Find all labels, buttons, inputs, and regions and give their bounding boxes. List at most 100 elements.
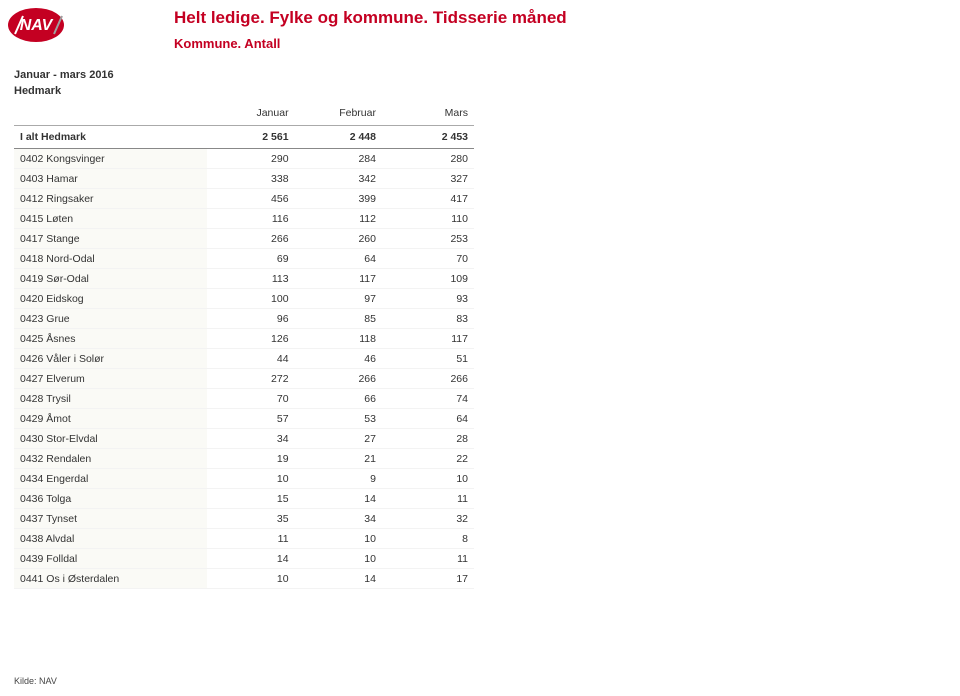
table-row: 0429 Åmot575364: [14, 409, 474, 429]
row-label: 0417 Stange: [14, 229, 207, 249]
cell-value: 118: [295, 329, 382, 349]
table-row: 0427 Elverum272266266: [14, 369, 474, 389]
svg-text:NAV: NAV: [20, 17, 54, 34]
cell-value: 112: [295, 209, 382, 229]
cell-value: 44: [207, 349, 294, 369]
source-label: Kilde: NAV: [14, 676, 57, 686]
cell-value: 34: [207, 429, 294, 449]
cell-value: 116: [207, 209, 294, 229]
table-row: 0439 Folldal141011: [14, 549, 474, 569]
cell-value: 117: [295, 269, 382, 289]
table-row: 0423 Grue968583: [14, 309, 474, 329]
row-label: 0427 Elverum: [14, 369, 207, 389]
summary-value: 2 453: [382, 126, 474, 149]
cell-value: 113: [207, 269, 294, 289]
cell-value: 342: [295, 169, 382, 189]
cell-value: 284: [295, 149, 382, 169]
row-label: 0438 Alvdal: [14, 529, 207, 549]
table-row: 0438 Alvdal11108: [14, 529, 474, 549]
cell-value: 21: [295, 449, 382, 469]
row-label: 0403 Hamar: [14, 169, 207, 189]
table-row: 0417 Stange266260253: [14, 229, 474, 249]
col-header: [14, 103, 207, 126]
cell-value: 272: [207, 369, 294, 389]
table-row: 0434 Engerdal10910: [14, 469, 474, 489]
cell-value: 53: [295, 409, 382, 429]
cell-value: 57: [207, 409, 294, 429]
row-label: 0441 Os i Østerdalen: [14, 569, 207, 589]
row-label: 0432 Rendalen: [14, 449, 207, 469]
cell-value: 22: [382, 449, 474, 469]
cell-value: 417: [382, 189, 474, 209]
cell-value: 456: [207, 189, 294, 209]
cell-value: 11: [382, 489, 474, 509]
cell-value: 66: [295, 389, 382, 409]
row-label: 0402 Kongsvinger: [14, 149, 207, 169]
table-header-row: JanuarFebruarMars: [14, 103, 474, 126]
table-row: 0432 Rendalen192122: [14, 449, 474, 469]
cell-value: 28: [382, 429, 474, 449]
cell-value: 27: [295, 429, 382, 449]
cell-value: 70: [382, 249, 474, 269]
table-row: 0403 Hamar338342327: [14, 169, 474, 189]
cell-value: 327: [382, 169, 474, 189]
cell-value: 109: [382, 269, 474, 289]
table-row: 0430 Stor-Elvdal342728: [14, 429, 474, 449]
cell-value: 34: [295, 509, 382, 529]
cell-value: 93: [382, 289, 474, 309]
cell-value: 10: [207, 469, 294, 489]
cell-value: 260: [295, 229, 382, 249]
cell-value: 51: [382, 349, 474, 369]
cell-value: 64: [295, 249, 382, 269]
period-label: Januar - mars 2016: [14, 69, 960, 81]
table-row: 0436 Tolga151411: [14, 489, 474, 509]
cell-value: 14: [295, 489, 382, 509]
cell-value: 69: [207, 249, 294, 269]
row-label: 0436 Tolga: [14, 489, 207, 509]
table-row: 0425 Åsnes126118117: [14, 329, 474, 349]
cell-value: 15: [207, 489, 294, 509]
row-label: 0439 Folldal: [14, 549, 207, 569]
summary-value: 2 448: [295, 126, 382, 149]
table-row: 0412 Ringsaker456399417: [14, 189, 474, 209]
cell-value: 11: [382, 549, 474, 569]
row-label: 0419 Sør-Odal: [14, 269, 207, 289]
summary-label: I alt Hedmark: [14, 126, 207, 149]
cell-value: 399: [295, 189, 382, 209]
table-row: 0415 Løten116112110: [14, 209, 474, 229]
cell-value: 110: [382, 209, 474, 229]
table-row: 0441 Os i Østerdalen101417: [14, 569, 474, 589]
cell-value: 100: [207, 289, 294, 309]
cell-value: 338: [207, 169, 294, 189]
table-row: 0418 Nord-Odal696470: [14, 249, 474, 269]
cell-value: 266: [207, 229, 294, 249]
cell-value: 96: [207, 309, 294, 329]
cell-value: 35: [207, 509, 294, 529]
cell-value: 11: [207, 529, 294, 549]
col-header: Februar: [295, 103, 382, 126]
row-label: 0437 Tynset: [14, 509, 207, 529]
cell-value: 10: [207, 569, 294, 589]
cell-value: 32: [382, 509, 474, 529]
cell-value: 97: [295, 289, 382, 309]
row-label: 0420 Eidskog: [14, 289, 207, 309]
cell-value: 14: [207, 549, 294, 569]
cell-value: 64: [382, 409, 474, 429]
cell-value: 266: [382, 369, 474, 389]
col-header: Mars: [382, 103, 474, 126]
row-label: 0425 Åsnes: [14, 329, 207, 349]
page-subtitle: Kommune. Antall: [174, 36, 567, 51]
table-row: 0437 Tynset353432: [14, 509, 474, 529]
table-row: 0428 Trysil706674: [14, 389, 474, 409]
row-label: 0434 Engerdal: [14, 469, 207, 489]
row-label: 0412 Ringsaker: [14, 189, 207, 209]
summary-value: 2 561: [207, 126, 294, 149]
cell-value: 14: [295, 569, 382, 589]
data-table: JanuarFebruarMars I alt Hedmark2 5612 44…: [14, 103, 474, 589]
table-row: 0419 Sør-Odal113117109: [14, 269, 474, 289]
cell-value: 266: [295, 369, 382, 389]
cell-value: 280: [382, 149, 474, 169]
page-title: Helt ledige. Fylke og kommune. Tidsserie…: [174, 8, 567, 28]
table-row: 0426 Våler i Solør444651: [14, 349, 474, 369]
col-header: Januar: [207, 103, 294, 126]
